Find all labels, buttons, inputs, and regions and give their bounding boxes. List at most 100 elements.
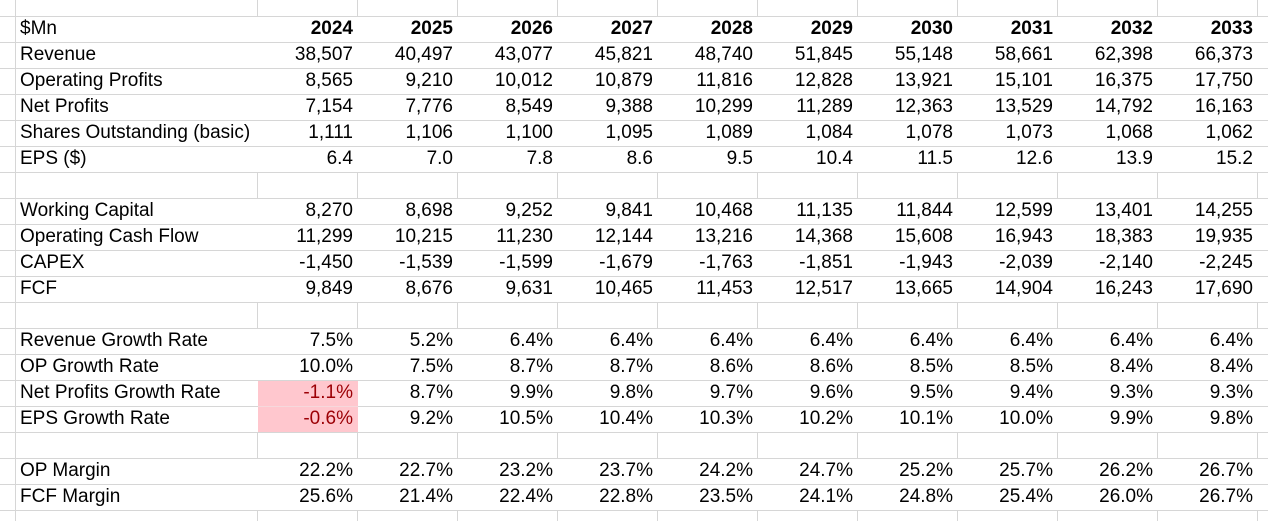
blank-cell[interactable] [858,303,958,329]
row-margin-cell[interactable] [0,225,16,251]
value-cell[interactable]: -1,943 [858,251,958,277]
row-margin-cell[interactable] [0,95,16,121]
value-cell[interactable]: 25.6% [258,485,358,511]
year-header-cell[interactable]: 2030 [858,17,958,43]
value-cell[interactable]: 9.7% [658,381,758,407]
value-cell[interactable]: 10.4% [558,407,658,433]
value-cell[interactable]: 48,740 [658,43,758,69]
value-cell[interactable]: 25.4% [958,485,1058,511]
blank-cell[interactable] [1258,459,1268,485]
value-cell[interactable]: -2,140 [1058,251,1158,277]
value-cell[interactable]: 10,299 [658,95,758,121]
year-header-cell[interactable]: 2032 [1058,17,1158,43]
blank-cell[interactable] [458,433,558,459]
blank-cell[interactable] [858,511,958,521]
blank-cell[interactable] [1258,147,1268,173]
row-margin-cell[interactable] [0,485,16,511]
negative-value-cell[interactable]: -1.1% [258,381,358,407]
blank-cell[interactable] [558,0,658,17]
value-cell[interactable]: 10,879 [558,69,658,95]
value-cell[interactable]: 26.0% [1058,485,1158,511]
value-cell[interactable]: 24.1% [758,485,858,511]
value-cell[interactable]: -1,679 [558,251,658,277]
blank-cell[interactable] [1258,69,1268,95]
value-cell[interactable]: 1,089 [658,121,758,147]
row-margin-cell[interactable] [0,407,16,433]
blank-cell[interactable] [758,433,858,459]
blank-cell[interactable] [958,303,1058,329]
value-cell[interactable]: 10.4 [758,147,858,173]
blank-cell[interactable] [758,0,858,17]
value-cell[interactable]: 12,363 [858,95,958,121]
row-label-cell[interactable]: OP Growth Rate [16,355,258,381]
value-cell[interactable]: 14,368 [758,225,858,251]
value-cell[interactable]: -1,851 [758,251,858,277]
row-margin-cell[interactable] [0,277,16,303]
value-cell[interactable]: 26.7% [1158,459,1258,485]
row-margin-cell[interactable] [0,511,16,521]
blank-cell[interactable] [1258,225,1268,251]
blank-cell[interactable] [658,433,758,459]
value-cell[interactable]: 1,084 [758,121,858,147]
row-label-cell[interactable]: Revenue [16,43,258,69]
value-cell[interactable]: 12,828 [758,69,858,95]
blank-cell[interactable] [1258,433,1268,459]
value-cell[interactable]: 8.7% [558,355,658,381]
blank-cell[interactable] [658,0,758,17]
value-cell[interactable]: 12.6 [958,147,1058,173]
row-margin-cell[interactable] [0,433,16,459]
blank-cell[interactable] [1258,511,1268,521]
row-label-cell[interactable]: Working Capital [16,199,258,225]
value-cell[interactable]: 15.2 [1158,147,1258,173]
value-cell[interactable]: 15,608 [858,225,958,251]
value-cell[interactable]: 9,388 [558,95,658,121]
year-header-cell[interactable]: 2025 [358,17,458,43]
value-cell[interactable]: 13.9 [1058,147,1158,173]
blank-cell[interactable] [1258,277,1268,303]
value-cell[interactable]: -1,599 [458,251,558,277]
blank-cell[interactable] [358,0,458,17]
blank-cell[interactable] [758,511,858,521]
blank-cell[interactable] [16,511,258,521]
value-cell[interactable]: 8.4% [1158,355,1258,381]
unit-label-cell[interactable]: $Mn [16,17,258,43]
value-cell[interactable]: 9.3% [1058,381,1158,407]
blank-cell[interactable] [1258,121,1268,147]
value-cell[interactable]: 10,465 [558,277,658,303]
value-cell[interactable]: 1,095 [558,121,658,147]
value-cell[interactable]: 1,062 [1158,121,1258,147]
blank-cell[interactable] [1058,303,1158,329]
value-cell[interactable]: 23.5% [658,485,758,511]
blank-cell[interactable] [658,511,758,521]
row-margin-cell[interactable] [0,199,16,225]
value-cell[interactable]: -2,039 [958,251,1058,277]
blank-cell[interactable] [558,433,658,459]
blank-cell[interactable] [1058,511,1158,521]
value-cell[interactable]: 6.4% [558,329,658,355]
blank-cell[interactable] [958,173,1058,199]
blank-cell[interactable] [1258,43,1268,69]
blank-cell[interactable] [1258,407,1268,433]
value-cell[interactable]: 66,373 [1158,43,1258,69]
blank-cell[interactable] [1258,95,1268,121]
value-cell[interactable]: 9.3% [1158,381,1258,407]
value-cell[interactable]: 13,665 [858,277,958,303]
row-margin-cell[interactable] [0,43,16,69]
value-cell[interactable]: 19,935 [1158,225,1258,251]
value-cell[interactable]: 7.0 [358,147,458,173]
value-cell[interactable]: 9.2% [358,407,458,433]
blank-cell[interactable] [16,303,258,329]
value-cell[interactable]: 8.4% [1058,355,1158,381]
row-margin-cell[interactable] [0,173,16,199]
value-cell[interactable]: 6.4% [1158,329,1258,355]
blank-cell[interactable] [1058,173,1158,199]
blank-cell[interactable] [16,433,258,459]
value-cell[interactable]: 9.9% [1058,407,1158,433]
value-cell[interactable]: 15,101 [958,69,1058,95]
value-cell[interactable]: 6.4% [1058,329,1158,355]
blank-cell[interactable] [258,173,358,199]
blank-cell[interactable] [858,173,958,199]
value-cell[interactable]: 40,497 [358,43,458,69]
value-cell[interactable]: 8,565 [258,69,358,95]
blank-cell[interactable] [758,173,858,199]
